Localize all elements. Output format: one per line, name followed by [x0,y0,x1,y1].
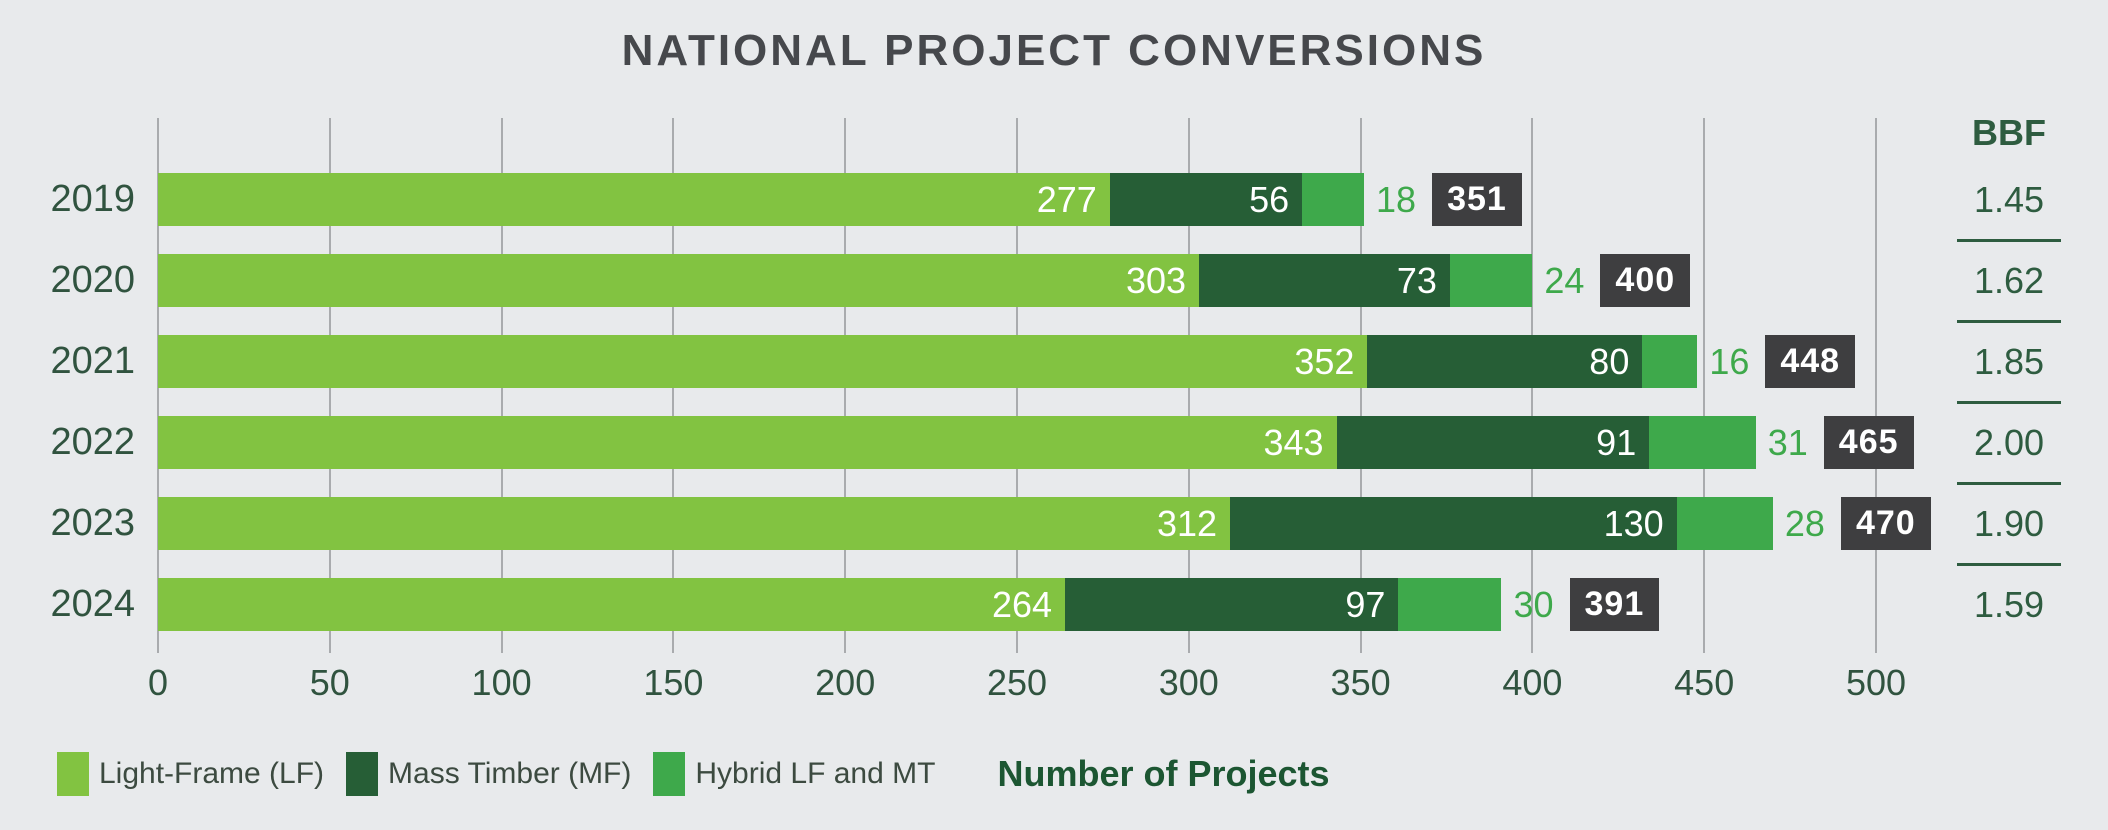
gridline [1703,118,1706,653]
x-axis-tick-label: 400 [1502,662,1563,703]
bar-segment-mass_timber: 97 [1065,578,1399,631]
stacked-bar: 264 97 [158,578,1502,631]
x-axis-tick-label: 300 [1158,662,1219,703]
hybrid-value-label: 30 [1513,583,1554,625]
total-badge: 470 [1840,497,1931,550]
total-badge: 391 [1569,578,1660,631]
legend-item: Hybrid LF and MT [653,752,935,796]
bar-segment-light_frame: 303 [158,254,1200,307]
x-axis-tick-label: 100 [471,662,532,703]
legend-swatch-mass_timber [346,752,379,796]
segment-value-label: 73 [1396,259,1437,301]
hybrid-value-label: 18 [1376,178,1417,220]
segment-value-label: 303 [1126,259,1187,301]
total-badge: 465 [1823,416,1914,469]
bbf-separator-line [1957,401,2061,404]
bar-segment-hybrid [1649,416,1756,469]
bar-segment-light_frame: 352 [158,335,1368,388]
hybrid-value-label: 24 [1544,259,1585,301]
bbf-separator-line [1957,482,2061,485]
bar-segment-mass_timber: 130 [1230,497,1677,550]
y-axis-category-label: 2021 [50,340,135,382]
x-axis-tick-label: 500 [1845,662,1907,703]
bbf-value: 1.85 [1973,341,2045,382]
x-axis-tick-label: 150 [643,662,704,703]
segment-value-label: 97 [1345,583,1386,625]
y-axis-category-label: 2022 [50,421,135,463]
bar-segment-light_frame: 312 [158,497,1231,550]
hybrid-value-label: 28 [1784,502,1825,544]
x-axis-tick-label: 50 [309,662,350,703]
bar-row: 264 97 30 391 [158,578,1660,631]
bar-segment-light_frame: 264 [158,578,1066,631]
bbf-separator-line [1957,320,2061,323]
bbf-value: 1.90 [1973,503,2045,544]
total-badge: 400 [1600,254,1691,307]
x-axis-label: Number of Projects [997,753,1330,794]
stacked-bar: 343 91 [158,416,1756,469]
segment-value-label: 312 [1156,502,1218,544]
bar-segment-light_frame: 343 [158,416,1337,469]
bbf-separator-line [1957,239,2061,242]
segment-value-label: 80 [1589,340,1630,382]
x-axis-tick-label: 250 [986,662,1048,703]
bbf-separator-line [1957,563,2061,566]
bar-row: 352 80 16 448 [158,335,1856,388]
stacked-bar: 303 73 [158,254,1533,307]
stacked-bar: 312 130 [158,497,1773,550]
gridline [1875,118,1877,653]
x-axis-tick-label: 450 [1674,662,1735,703]
legend-item: Light-Frame (LF) [57,752,324,796]
legend-item: Mass Timber (MF) [346,752,631,796]
bar-segment-hybrid [1642,335,1698,388]
bbf-value: 2.00 [1973,422,2045,463]
x-axis-tick-label: 200 [815,662,876,703]
legend-swatch-hybrid [653,752,686,796]
segment-value-label: 352 [1294,340,1355,382]
bar-segment-mass_timber: 56 [1109,173,1303,226]
bar-segment-hybrid [1302,173,1365,226]
y-axis-category-label: 2019 [50,178,135,220]
bar-row: 277 56 18 351 [158,173,1522,226]
hybrid-value-label: 31 [1767,421,1808,463]
bar-segment-mass_timber: 80 [1367,335,1643,388]
y-axis-category-label: 2024 [50,583,135,625]
bbf-value: 1.62 [1973,260,2045,301]
bar-segment-hybrid [1398,578,1502,631]
bar-row: 312 130 28 470 [158,497,1931,550]
bar-segment-light_frame: 277 [158,173,1110,226]
segment-value-label: 56 [1249,178,1290,220]
bar-segment-hybrid [1676,497,1773,550]
segment-value-label: 277 [1036,178,1097,220]
segment-value-label: 130 [1603,502,1664,544]
x-axis-tick-label: 0 [147,662,169,703]
legend-label: Hybrid LF and MT [695,757,936,790]
segment-value-label: 264 [992,583,1053,625]
stacked-bar: 352 80 [158,335,1698,388]
legend-label: Light-Frame (LF) [99,757,325,790]
y-axis-category-label: 2023 [50,502,135,544]
bar-segment-mass_timber: 91 [1336,416,1650,469]
bbf-column-header: BBF [1972,112,2046,153]
chart-title: NATIONAL PROJECT CONVERSIONS [621,26,1487,75]
total-badge: 351 [1432,173,1522,226]
x-axis-tick-label: 350 [1330,662,1391,703]
segment-value-label: 343 [1263,421,1324,463]
hybrid-value-label: 16 [1709,340,1750,382]
y-axis-category-label: 2020 [50,259,135,301]
bar-segment-hybrid [1449,254,1533,307]
bar-segment-mass_timber: 73 [1199,254,1450,307]
legend: Light-Frame (LF) Mass Timber (MF) Hybrid L… [57,752,1330,796]
legend-label: Mass Timber (MF) [388,757,632,790]
legend-swatch-light_frame [57,752,89,796]
bar-row: 303 73 24 400 [158,254,1691,307]
total-badge: 448 [1765,335,1856,388]
bar-row: 343 91 31 465 [158,416,1914,469]
stacked-bar: 277 56 [158,173,1365,226]
segment-value-label: 91 [1596,421,1637,463]
bbf-value: 1.45 [1973,179,2045,220]
bbf-value: 1.59 [1973,584,2045,625]
